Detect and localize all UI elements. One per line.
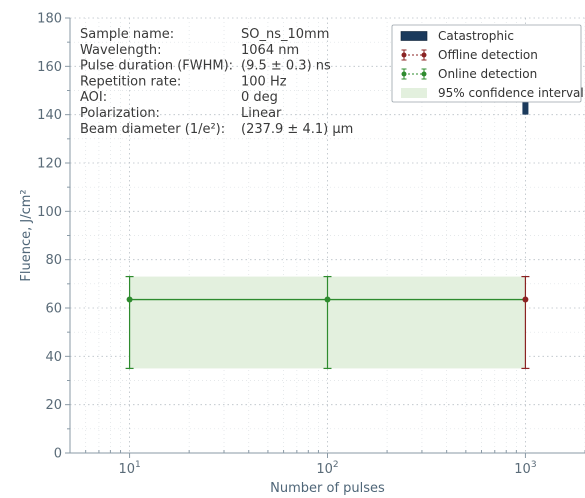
info-value: (237.9 ± 4.1) µm: [241, 122, 353, 137]
axis-layer: 0 20 40 60 80 100 120 140 160 180 101 102 103 Number …: [19, 12, 585, 496]
legend-swatch-point: [421, 71, 427, 77]
x-tick-label: 101: [118, 460, 140, 477]
data-point: [126, 296, 133, 303]
data-point: [522, 296, 529, 303]
legend-label: Online detection: [438, 67, 537, 81]
y-tick-label: 140: [37, 108, 62, 123]
y-tick-label: 0: [54, 447, 62, 462]
info-value: 100 Hz: [241, 74, 287, 89]
info-value: (9.5 ± 0.3) ns: [241, 59, 331, 74]
info-value: 1064 nm: [241, 43, 299, 58]
legend-box: [391, 24, 582, 103]
y-tick-label: 20: [45, 398, 62, 413]
y-tick-label: 80: [45, 253, 62, 268]
legend-label: Offline detection: [438, 48, 538, 62]
y-tick-label: 40: [45, 350, 62, 365]
y-tick-label: 160: [37, 60, 62, 75]
info-key: Wavelength:: [80, 43, 162, 58]
data-point: [324, 296, 331, 303]
x-tick-label: 102: [316, 460, 338, 477]
info-key: Sample name:: [80, 27, 174, 42]
y-tick-label: 120: [37, 157, 62, 172]
y-tick-label: 100: [37, 205, 62, 220]
info-key: AOI:: [80, 90, 107, 105]
info-value: Linear: [241, 106, 282, 121]
legend-label: Catastrophic: [438, 29, 514, 43]
legend-swatch-point: [421, 52, 427, 58]
info-value: SO_ns_10mm: [241, 27, 329, 42]
info-key: Repetition rate:: [80, 74, 181, 89]
info-key: Beam diameter (1/e²):: [80, 122, 225, 137]
legend-swatch-point: [401, 52, 407, 58]
info-value: 0 deg: [241, 90, 278, 105]
legend-label: 95% confidence interval: [438, 86, 584, 100]
legend-swatch-band: [401, 88, 427, 98]
info-block: Sample name: SO_ns_10mm Wavelength: 1064 nm…: [80, 27, 353, 137]
legend: Catastrophic Offline detection Online dete…: [391, 24, 584, 103]
y-tick-label: 180: [37, 12, 62, 27]
x-tick-label: 103: [514, 460, 536, 477]
legend-swatch-catastrophic: [400, 31, 428, 41]
x-axis-label: Number of pulses: [270, 481, 385, 496]
info-key: Pulse duration (FWHM):: [80, 59, 233, 74]
y-tick-label: 60: [45, 302, 62, 317]
legend-swatch-point: [401, 71, 407, 77]
y-axis-label: Fluence, J/cm²: [19, 189, 34, 281]
info-key: Polarization:: [80, 106, 160, 121]
